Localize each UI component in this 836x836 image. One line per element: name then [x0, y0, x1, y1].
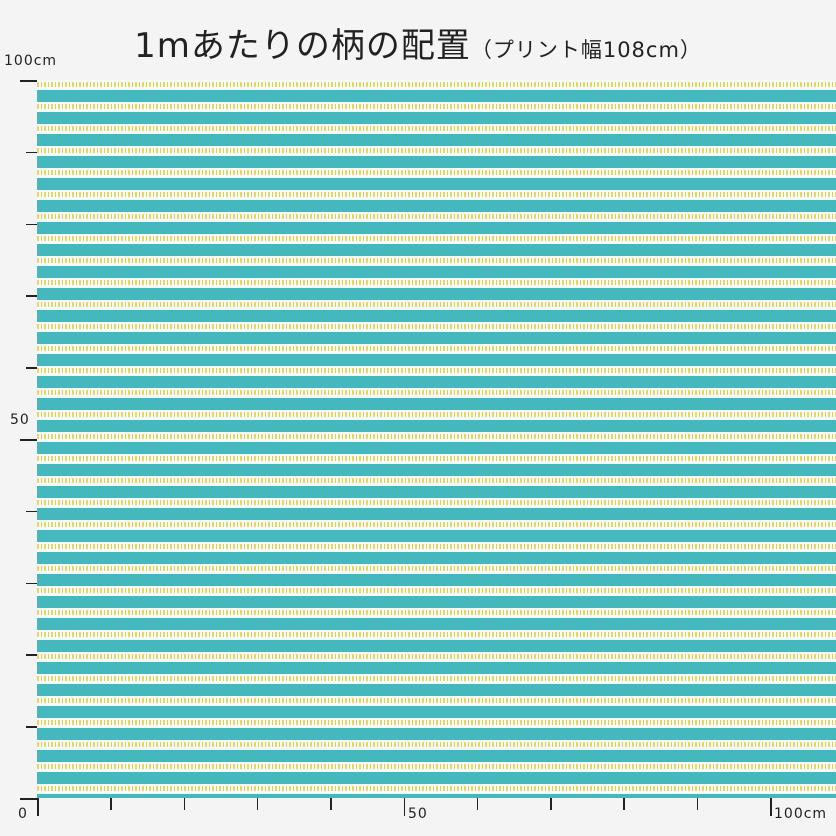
motif-row	[37, 126, 836, 131]
ruler-tick-vertical	[26, 654, 37, 656]
title-note: （プリント幅108cm）	[470, 38, 702, 62]
motif-row	[37, 522, 836, 527]
motif-row	[37, 258, 836, 263]
motif-row	[37, 676, 836, 681]
axis-label-bottom-50: 50	[408, 806, 428, 822]
motif-row	[37, 192, 836, 197]
motif-row	[37, 786, 836, 791]
ruler-tick-vertical	[26, 726, 37, 728]
ruler-tick-horizontal	[476, 798, 479, 810]
motif-row	[37, 346, 836, 351]
motif-row	[37, 566, 836, 571]
motif-row	[37, 742, 836, 747]
axis-label-origin: 0	[18, 806, 28, 822]
motif-row	[37, 214, 836, 219]
ruler-tick-horizontal	[403, 798, 405, 816]
fabric-pattern-preview	[37, 80, 836, 798]
motif-row	[37, 654, 836, 659]
ruler-tick-horizontal	[330, 798, 332, 810]
motif-row	[37, 610, 836, 615]
ruler-tick-horizontal	[256, 798, 259, 810]
ruler-tick-horizontal	[110, 798, 112, 810]
motif-row	[37, 390, 836, 395]
motif-row	[37, 698, 836, 703]
motif-row	[37, 324, 836, 329]
ruler-tick-vertical	[26, 223, 37, 226]
motif-row	[37, 720, 836, 725]
ruler-tick-horizontal	[623, 798, 625, 810]
page-title: 1mあたりの柄の配置（プリント幅108cm）	[0, 18, 836, 67]
motif-row	[37, 412, 836, 417]
motif-row	[37, 170, 836, 175]
motif-row	[37, 280, 836, 285]
axis-label-right: 100cm	[774, 806, 828, 822]
ruler-tick-vertical	[20, 439, 37, 441]
motif-row	[37, 544, 836, 549]
motif-row	[37, 588, 836, 593]
ruler-tick-vertical	[20, 80, 37, 82]
motif-row	[37, 500, 836, 505]
motif-row	[37, 764, 836, 769]
motif-row	[37, 236, 836, 241]
motif-row	[37, 104, 836, 109]
ruler-tick-vertical	[26, 151, 37, 154]
ruler-tick-vertical	[20, 798, 37, 800]
title-main: 1mあたりの柄の配置	[134, 26, 471, 66]
motif-row	[37, 434, 836, 439]
motif-row	[37, 632, 836, 637]
axis-label-top: 100cm	[4, 53, 58, 69]
ruler-tick-vertical	[26, 510, 37, 513]
axis-label-left-50: 50	[10, 412, 30, 428]
motif-row	[37, 82, 836, 87]
motif-row	[37, 456, 836, 461]
ruler-tick-vertical	[26, 582, 37, 585]
motif-row	[37, 368, 836, 373]
ruler-tick-horizontal	[183, 798, 186, 810]
ruler-tick-horizontal	[37, 798, 39, 816]
ruler-tick-horizontal	[696, 798, 699, 810]
motif-row	[37, 148, 836, 153]
motif-row	[37, 478, 836, 483]
ruler-tick-horizontal	[550, 798, 552, 810]
motif-row	[37, 302, 836, 307]
ruler-tick-horizontal	[770, 798, 772, 816]
ruler-tick-vertical	[26, 295, 37, 297]
ruler-tick-vertical	[26, 367, 37, 369]
